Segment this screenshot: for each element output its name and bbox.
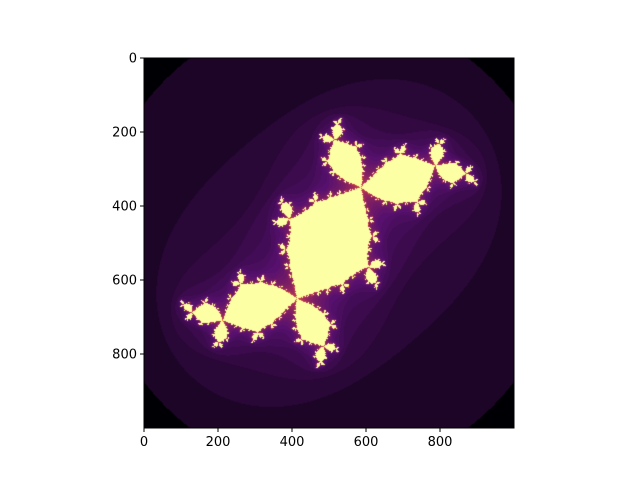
y-tick-label: 400	[112, 200, 137, 215]
x-tick-label: 800	[428, 435, 453, 450]
y-axis: 0 200 400 600 800	[112, 52, 144, 363]
x-axis: 0 200 400 600 800	[140, 428, 453, 450]
y-tick-label: 600	[112, 274, 137, 289]
x-tick-label: 400	[280, 435, 305, 450]
heatmap-image-container	[144, 58, 514, 428]
axes-frame	[143, 57, 515, 429]
x-tick-label: 600	[354, 435, 379, 450]
y-tick-label: 200	[112, 126, 137, 141]
y-tick-label: 0	[129, 52, 137, 67]
heatmap-image	[144, 58, 514, 428]
y-tick-label: 800	[112, 348, 137, 363]
plot-area	[144, 58, 514, 428]
x-tick-label: 200	[206, 435, 231, 450]
x-tick-label: 0	[140, 435, 148, 450]
